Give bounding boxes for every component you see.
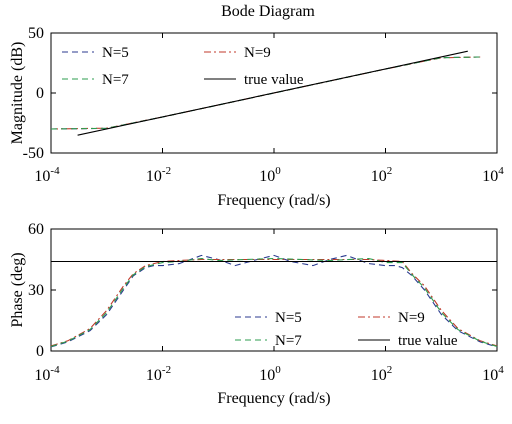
magnitude-legend-label-n-9: N=9 <box>244 45 271 61</box>
magnitude-y-tick-label: 0 <box>36 85 44 102</box>
phase-series-line-n-5 <box>50 254 498 348</box>
phase-y-tick-label: 30 <box>28 282 44 299</box>
phase-plot: Phase (deg) Frequency (rad/s) 10-4 10-2 10… <box>9 221 504 407</box>
magnitude-x-axis-label: Frequency (rad/s) <box>217 192 330 209</box>
magnitude-x-tick-label: 10-2 <box>146 165 171 185</box>
magnitude-x-tick-label: 100 <box>259 165 281 185</box>
magnitude-series-line-n-7 <box>50 56 481 130</box>
phase-x-tick-label: 10-4 <box>34 364 60 384</box>
phase-legend-label-n-9: N=9 <box>398 310 425 326</box>
magnitude-y-tick-label: 50 <box>28 25 44 42</box>
magnitude-y-axis-label: Magnitude (dB) <box>9 42 26 145</box>
phase-legend-label-n-7: N=7 <box>275 333 302 349</box>
phase-x-tick-label: 100 <box>259 364 281 384</box>
phase-x-tick-label: 102 <box>371 364 393 384</box>
phase-x-tick-label: 104 <box>482 364 504 384</box>
phase-legend-label-n-5: N=5 <box>275 310 302 326</box>
phase-y-tick-label: 0 <box>36 343 44 360</box>
phase-series-line-n-9 <box>50 258 498 347</box>
phase-legend: N=5 N=9 N=7 true value <box>235 310 458 349</box>
phase-series-line-n-7 <box>50 257 498 348</box>
magnitude-x-tick-label: 10-4 <box>34 165 60 185</box>
magnitude-legend: N=5 N=9 N=7 true value <box>62 45 304 88</box>
magnitude-legend-label-n-5: N=5 <box>102 45 129 61</box>
phase-y-tick-label: 60 <box>28 221 44 238</box>
magnitude-y-tick-label: -50 <box>23 145 44 162</box>
chart-title: Bode Diagram <box>221 3 315 20</box>
phase-y-axis-label: Phase (deg) <box>9 252 26 327</box>
magnitude-series-line-n-9 <box>50 56 481 130</box>
magnitude-series-line-n-5 <box>50 56 481 130</box>
phase-x-tick-label: 10-2 <box>146 364 171 384</box>
phase-x-axis-label: Frequency (rad/s) <box>217 390 330 407</box>
magnitude-legend-label-true-value: true value <box>244 72 304 88</box>
magnitude-x-tick-label: 102 <box>371 165 393 185</box>
phase-legend-label-true-value: true value <box>398 333 458 349</box>
magnitude-x-tick-label: 104 <box>482 165 504 185</box>
magnitude-series-line-true-value <box>77 50 468 136</box>
magnitude-plot: Magnitude (dB) Frequency (rad/s) 10-4 10-… <box>9 25 504 209</box>
magnitude-legend-label-n-7: N=7 <box>102 72 129 88</box>
